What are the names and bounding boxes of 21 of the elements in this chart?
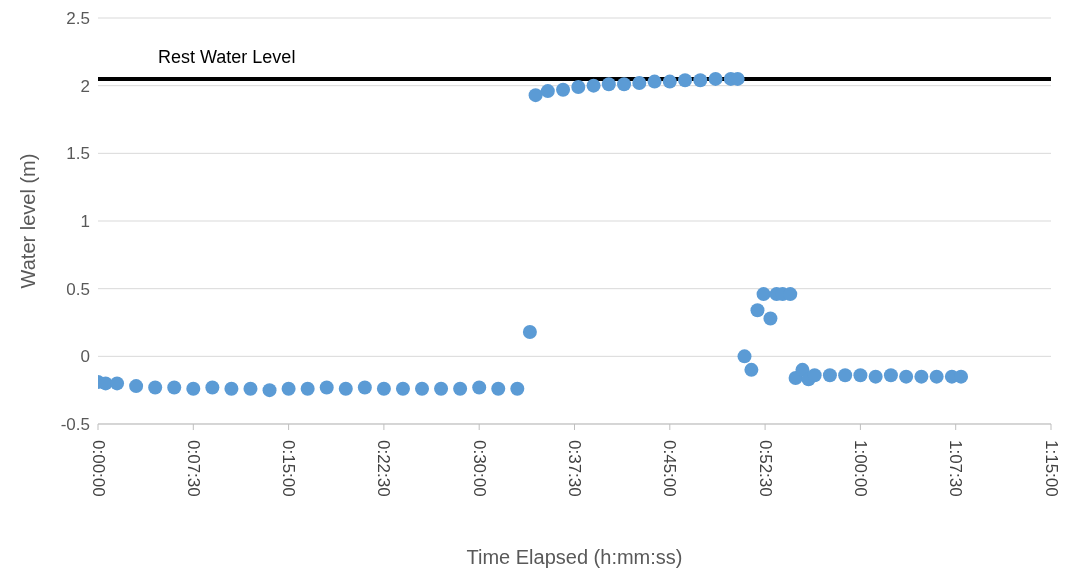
ref-line-label: Rest Water Level (158, 46, 296, 67)
y-tick-label: 1.5 (66, 144, 90, 164)
x-tick-label: 0:45:00 (660, 440, 680, 497)
y-tick-label: 1 (80, 212, 90, 232)
y-tick-label: 2 (80, 76, 90, 96)
x-axis-title: Time Elapsed (h:mm:ss) (466, 546, 683, 568)
y-tick-label: 2.5 (66, 9, 90, 29)
y-tick-label: -0.5 (60, 415, 90, 435)
y-tick-label: 0.5 (66, 279, 90, 299)
x-tick-label: 0:22:30 (374, 440, 394, 497)
x-tick-label: 1:00:00 (850, 440, 870, 497)
x-tick-label: 0:52:30 (755, 440, 775, 497)
y-tick-label: 0 (80, 347, 90, 367)
y-axis-title: Water level (m) (17, 153, 40, 289)
x-tick-label: 0:15:00 (279, 440, 299, 497)
x-tick-label: 0:30:00 (469, 440, 489, 497)
x-tick-label: 0:00:00 (88, 440, 108, 497)
x-tick-label: 0:07:30 (183, 440, 203, 497)
x-tick-label: 1:15:00 (1041, 440, 1061, 497)
x-tick-label: 0:37:30 (565, 440, 584, 497)
x-tick-label: 1:07:30 (946, 440, 966, 497)
